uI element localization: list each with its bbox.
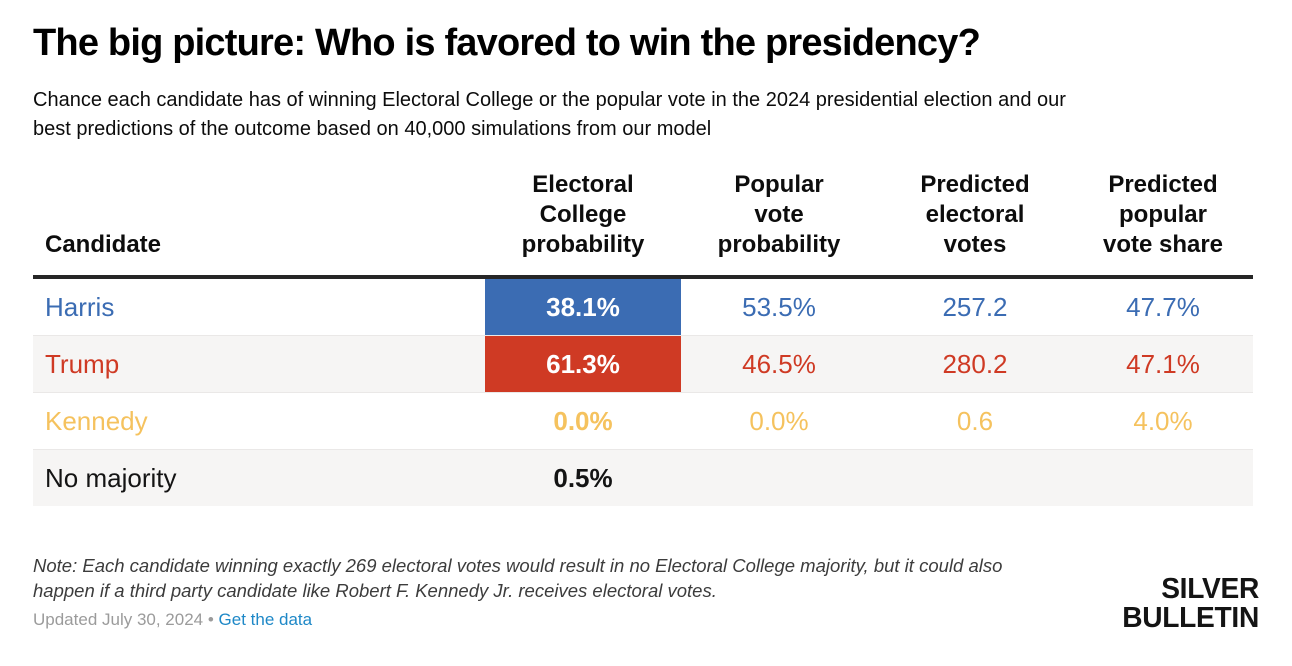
table-header-row: Candidate Electoral College probability … (33, 170, 1253, 275)
get-the-data-link[interactable]: Get the data (218, 610, 313, 629)
popular-vote-probability-cell: 46.5% (742, 348, 816, 379)
popular-vote-probability-cell (681, 450, 877, 506)
table-row-harris: Harris 38.1% 53.5% 257.2 47.7% (33, 279, 1253, 335)
column-header-popular-vote-probability: Popular vote probability (717, 171, 841, 258)
subtitle-line-1: Chance each candidate has of winning Ele… (33, 89, 1066, 111)
separator-dot: • (207, 610, 214, 629)
silver-bulletin-logo: SILVER BULLETIN (1122, 575, 1259, 633)
results-table: Candidate Electoral College probability … (33, 170, 1253, 506)
column-header-predicted-popular-vote-share: Predicted popular vote share (1102, 171, 1224, 258)
electoral-college-probability-cell: 61.3% (485, 336, 681, 392)
subtitle-line-2: best predictions of the outcome based on… (33, 118, 712, 140)
candidate-name: No majority (45, 462, 177, 493)
predicted-popular-vote-share-cell: 47.7% (1126, 291, 1200, 322)
footnote: Note: Each candidate winning exactly 269… (33, 553, 1002, 603)
popular-vote-probability-cell: 53.5% (742, 291, 816, 322)
updated-date: Updated July 30, 2024 (33, 610, 204, 629)
table-row-trump: Trump 61.3% 46.5% 280.2 47.1% (33, 335, 1253, 392)
predicted-popular-vote-share-cell: 47.1% (1126, 348, 1200, 379)
predicted-electoral-votes-cell: 257.2 (942, 291, 1008, 322)
predicted-electoral-votes-cell (877, 450, 1073, 506)
footnote-line-1: Note: Each candidate winning exactly 269… (33, 555, 1003, 576)
electoral-college-probability-cell: 38.1% (485, 279, 681, 335)
logo-line-1: SILVER (1161, 573, 1259, 605)
predicted-electoral-votes-cell: 280.2 (942, 348, 1008, 379)
table-row-no-majority: No majority 0.5% (33, 449, 1253, 506)
column-header-candidate: Candidate (45, 231, 162, 258)
column-header-electoral-college-probability: Electoral College probability (521, 171, 645, 258)
predicted-electoral-votes-cell: 0.6 (956, 405, 994, 436)
column-header-predicted-electoral-votes: Predicted electoral votes (920, 171, 1030, 258)
candidate-name: Harris (45, 291, 115, 322)
table-row-kennedy: Kennedy 0.0% 0.0% 0.6 4.0% (33, 392, 1253, 449)
electoral-college-probability-cell: 0.0% (553, 405, 613, 436)
popular-vote-probability-cell: 0.0% (749, 405, 809, 436)
table-body: Harris 38.1% 53.5% 257.2 47.7% Trump 61.… (33, 275, 1253, 506)
predicted-popular-vote-share-cell (1073, 450, 1253, 506)
candidate-name: Kennedy (45, 405, 148, 436)
electoral-college-probability-cell: 0.5% (553, 462, 613, 493)
predicted-popular-vote-share-cell: 4.0% (1133, 405, 1193, 436)
candidate-name: Trump (45, 348, 120, 379)
page-title: The big picture: Who is favored to win t… (33, 22, 981, 64)
updated-line: Updated July 30, 2024 • Get the data (33, 610, 312, 630)
logo-line-2: BULLETIN (1122, 602, 1259, 634)
footnote-line-2: happen if a third party candidate like R… (33, 580, 717, 601)
page-subtitle: Chance each candidate has of winning Ele… (33, 86, 1066, 144)
